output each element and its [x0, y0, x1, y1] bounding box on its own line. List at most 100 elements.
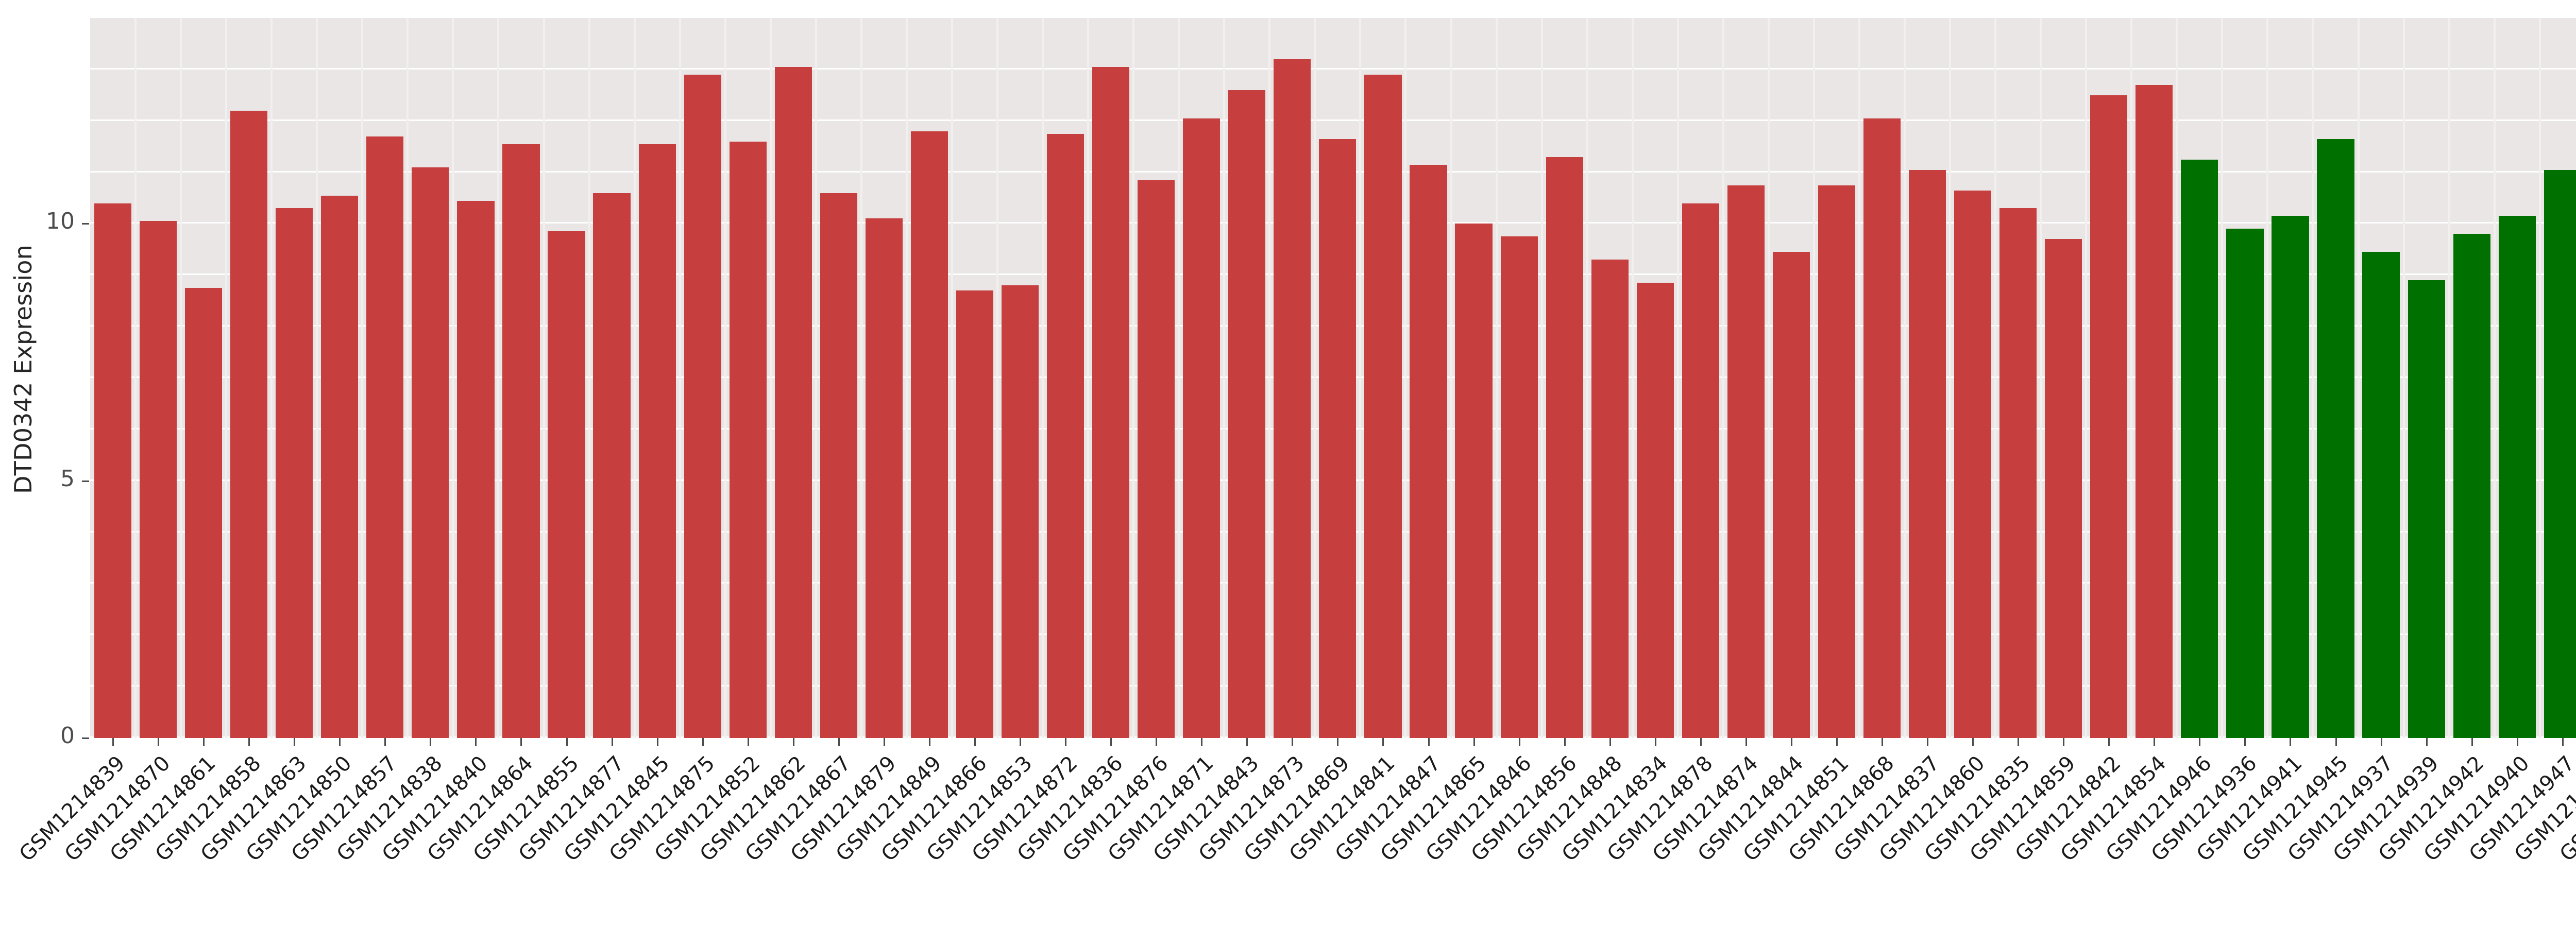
bar[interactable] — [1818, 185, 1856, 738]
bar[interactable] — [366, 136, 404, 738]
vertical-separator — [1359, 18, 1362, 738]
bar[interactable] — [2136, 84, 2173, 738]
x-tick-mark — [2471, 738, 2473, 746]
bar[interactable] — [1999, 208, 2037, 738]
bar[interactable] — [774, 66, 812, 738]
bar[interactable] — [593, 193, 631, 738]
bar[interactable] — [2181, 159, 2218, 738]
vertical-separator — [679, 18, 681, 738]
bar[interactable] — [502, 144, 540, 738]
bar[interactable] — [1046, 133, 1084, 738]
bar[interactable] — [1591, 260, 1629, 738]
bar[interactable] — [1228, 90, 1266, 738]
vertical-separator — [1540, 18, 1543, 738]
bar[interactable] — [1727, 185, 1765, 738]
y-tick-label: 5 — [60, 465, 75, 492]
bar[interactable] — [548, 231, 585, 738]
bar[interactable] — [1183, 118, 1221, 738]
vertical-separator — [2357, 18, 2360, 738]
bar[interactable] — [412, 167, 449, 738]
bar[interactable] — [2272, 216, 2309, 738]
bar[interactable] — [956, 290, 994, 738]
vertical-separator — [180, 18, 182, 738]
bar[interactable] — [2045, 239, 2082, 738]
x-tick-mark — [702, 738, 704, 746]
bar[interactable] — [1682, 203, 1719, 738]
vertical-separator — [1450, 18, 1452, 738]
vertical-separator — [2493, 18, 2496, 738]
bar[interactable] — [638, 144, 676, 738]
vertical-separator — [633, 18, 636, 738]
x-tick-mark — [203, 738, 205, 746]
vertical-separator — [860, 18, 862, 738]
vertical-separator — [497, 18, 500, 738]
bar[interactable] — [910, 131, 948, 738]
x-tick-mark — [611, 738, 613, 746]
x-tick-mark — [2063, 738, 2065, 746]
x-tick-mark — [2335, 738, 2337, 746]
bar[interactable] — [2362, 252, 2400, 738]
x-tick-mark — [1428, 738, 1430, 746]
bar[interactable] — [230, 110, 268, 738]
bar[interactable] — [2498, 216, 2536, 738]
vertical-separator — [588, 18, 590, 738]
bar[interactable] — [2453, 234, 2490, 738]
vertical-separator — [1812, 18, 1815, 738]
bar[interactable] — [1546, 157, 1583, 738]
bar[interactable] — [1410, 164, 1447, 738]
x-tick-mark — [1882, 738, 1883, 746]
vertical-separator — [996, 18, 999, 738]
bar[interactable] — [1364, 74, 1402, 738]
bar[interactable] — [1455, 224, 1493, 738]
vertical-separator — [2448, 18, 2450, 738]
x-tick-mark — [384, 738, 386, 746]
bar[interactable] — [276, 208, 313, 738]
vertical-separator — [1314, 18, 1316, 738]
bar[interactable] — [139, 221, 177, 738]
bar[interactable] — [820, 193, 857, 738]
bar[interactable] — [1954, 190, 1992, 738]
bar[interactable] — [1092, 66, 1130, 738]
bar[interactable] — [2544, 169, 2576, 738]
bar[interactable] — [2226, 229, 2264, 738]
bar[interactable] — [1138, 180, 1175, 738]
vertical-separator — [134, 18, 137, 738]
y-axis-label: DTD0342 Expression — [9, 244, 37, 494]
bar[interactable] — [2408, 280, 2445, 738]
bar[interactable] — [1772, 252, 1810, 738]
bar[interactable] — [94, 203, 132, 738]
vertical-separator — [1949, 18, 1952, 738]
gridline — [90, 67, 2576, 70]
y-tick-mark — [82, 480, 89, 482]
x-tick-mark — [1564, 738, 1566, 746]
bar[interactable] — [684, 74, 721, 738]
bar[interactable] — [865, 218, 903, 738]
x-tick-mark — [2380, 738, 2382, 746]
x-tick-mark — [2154, 738, 2156, 746]
x-tick-mark — [339, 738, 341, 746]
bar[interactable] — [1274, 59, 1311, 738]
vertical-separator — [1631, 18, 1634, 738]
y-tick-mark — [82, 223, 89, 225]
x-tick-mark — [1745, 738, 1747, 746]
bar[interactable] — [1908, 169, 1946, 738]
bar[interactable] — [1319, 139, 1357, 738]
bar[interactable] — [1500, 236, 1538, 738]
bar[interactable] — [1636, 283, 1674, 738]
vertical-separator — [1586, 18, 1588, 738]
x-tick-mark — [2562, 738, 2564, 746]
bar[interactable] — [1001, 285, 1039, 738]
vertical-separator — [1132, 18, 1135, 738]
bar[interactable] — [321, 195, 359, 738]
vertical-separator — [1268, 18, 1271, 738]
x-tick-mark — [1246, 738, 1248, 746]
bar[interactable] — [185, 288, 223, 738]
bar[interactable] — [729, 141, 767, 738]
bar[interactable] — [2317, 139, 2354, 738]
bar[interactable] — [2090, 95, 2128, 738]
vertical-separator — [724, 18, 726, 738]
gridline — [90, 119, 2576, 121]
bar[interactable] — [1863, 118, 1901, 738]
bar[interactable] — [457, 200, 495, 738]
